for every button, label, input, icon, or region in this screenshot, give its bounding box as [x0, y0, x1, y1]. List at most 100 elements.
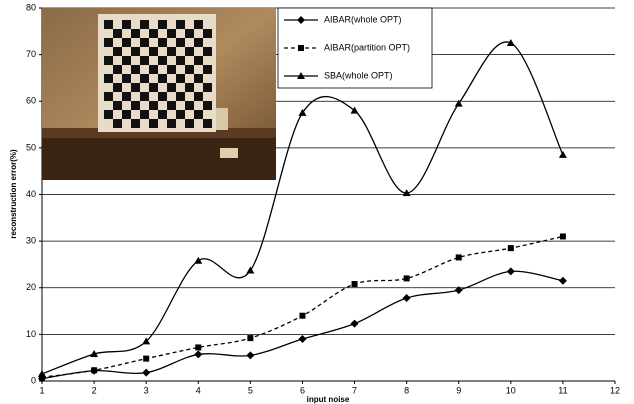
check	[203, 29, 212, 38]
series-line	[41, 235, 564, 378]
marker	[506, 267, 515, 276]
check	[131, 65, 140, 74]
y-tick-label: 10	[26, 329, 36, 339]
y-tick-label: 50	[26, 142, 36, 152]
check	[167, 119, 176, 128]
check	[104, 110, 113, 119]
check	[185, 101, 194, 110]
x-tick-label: 4	[196, 385, 201, 395]
check	[185, 83, 194, 92]
x-tick-label: 3	[144, 385, 149, 395]
check	[185, 65, 194, 74]
check	[203, 101, 212, 110]
legend-marker	[298, 45, 304, 51]
check	[176, 92, 185, 101]
legend-label: AIBAR(partition OPT)	[324, 42, 410, 52]
check	[176, 110, 185, 119]
x-tick-label: 5	[248, 385, 253, 395]
check	[122, 74, 131, 83]
check	[185, 119, 194, 128]
check	[203, 47, 212, 56]
y-tick-label: 70	[26, 49, 36, 59]
x-tick-label: 9	[456, 385, 461, 395]
check	[203, 83, 212, 92]
y-tick-label: 30	[26, 236, 36, 246]
x-tick-label: 2	[92, 385, 97, 395]
marker	[455, 254, 462, 261]
marker	[247, 335, 254, 342]
check	[194, 74, 203, 83]
check	[104, 20, 113, 29]
check	[113, 101, 122, 110]
y-tick-label: 0	[31, 375, 36, 385]
check	[140, 110, 149, 119]
marker	[298, 335, 307, 344]
y-tick-label: 80	[26, 2, 36, 12]
check	[203, 65, 212, 74]
y-tick-label: 40	[26, 189, 36, 199]
marker	[246, 351, 255, 360]
marker	[558, 276, 567, 285]
check	[104, 92, 113, 101]
marker	[506, 38, 515, 46]
check	[194, 110, 203, 119]
x-tick-label: 11	[558, 385, 567, 395]
legend-label: SBA(whole OPT)	[324, 70, 393, 80]
check	[122, 110, 131, 119]
check	[167, 101, 176, 110]
check	[140, 56, 149, 65]
check	[185, 47, 194, 56]
y-tick-label: 60	[26, 96, 36, 106]
x-tick-label: 8	[404, 385, 409, 395]
marker	[90, 349, 99, 357]
check	[131, 119, 140, 128]
marker	[91, 367, 98, 374]
check	[140, 20, 149, 29]
x-tick-label: 12	[610, 385, 620, 395]
check	[122, 38, 131, 47]
marker	[143, 355, 150, 362]
marker	[194, 350, 203, 359]
check	[176, 20, 185, 29]
y-axis-label: reconstruction error(%)	[9, 149, 18, 239]
marker	[298, 108, 307, 116]
marker	[142, 337, 151, 345]
check	[113, 119, 122, 128]
check	[140, 38, 149, 47]
check	[167, 47, 176, 56]
marker	[350, 319, 359, 328]
check	[131, 47, 140, 56]
check	[167, 65, 176, 74]
check	[113, 83, 122, 92]
legend-marker	[297, 16, 305, 24]
check	[113, 65, 122, 74]
marker	[299, 312, 306, 319]
check	[176, 56, 185, 65]
marker	[350, 106, 359, 114]
check	[113, 29, 122, 38]
check	[158, 110, 167, 119]
check	[176, 38, 185, 47]
check	[140, 92, 149, 101]
marker	[38, 370, 46, 378]
check	[104, 38, 113, 47]
x-tick-label: 7	[352, 385, 357, 395]
check	[131, 29, 140, 38]
inset-photo	[42, 8, 276, 180]
check	[194, 56, 203, 65]
check	[149, 29, 158, 38]
check	[158, 38, 167, 47]
marker	[507, 245, 514, 252]
marker	[558, 150, 567, 158]
x-tick-label: 10	[506, 385, 516, 395]
check	[194, 92, 203, 101]
check	[131, 101, 140, 110]
marker	[402, 189, 411, 197]
legend-label: AIBAR(whole OPT)	[324, 14, 402, 24]
check	[122, 56, 131, 65]
check	[158, 56, 167, 65]
check	[203, 119, 212, 128]
check	[149, 119, 158, 128]
marker	[142, 368, 151, 377]
